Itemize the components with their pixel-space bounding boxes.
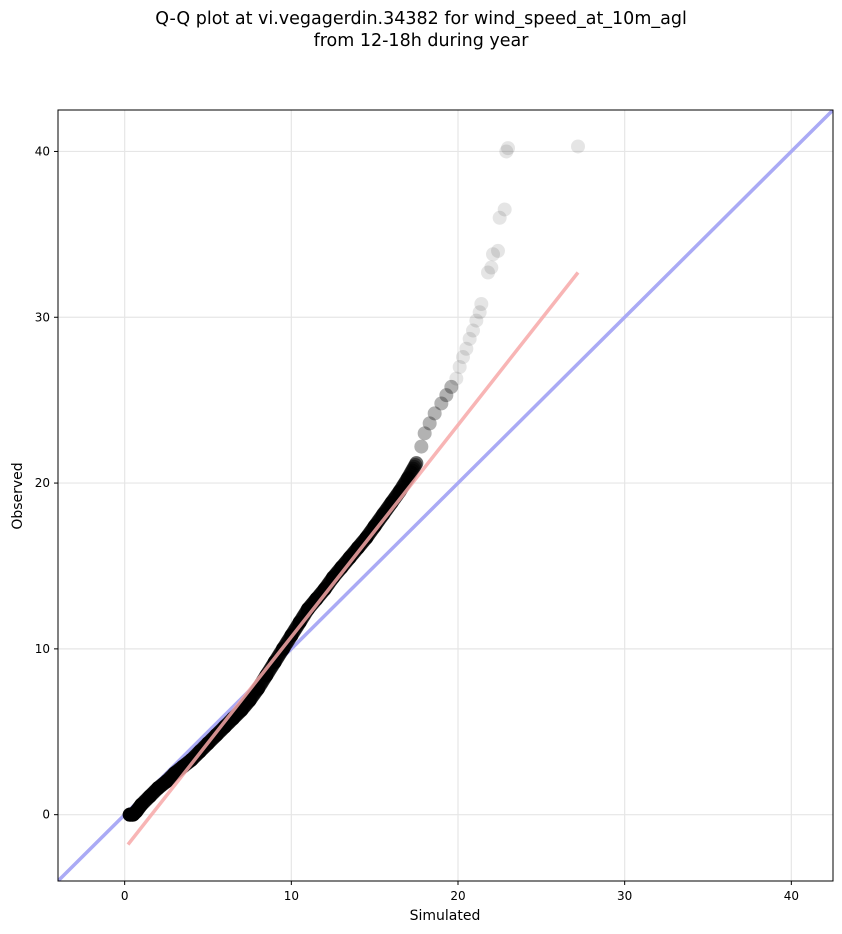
- y-tick-label: 20: [35, 476, 50, 490]
- x-tick-label: 10: [284, 889, 299, 903]
- data-point: [459, 341, 474, 356]
- x-axis-label: Simulated: [410, 908, 481, 924]
- data-point: [417, 426, 432, 441]
- chart-title-line-1: Q-Q plot at vi.vegagerdin.34382 for wind…: [155, 9, 687, 29]
- x-tick-label: 40: [784, 889, 799, 903]
- data-point: [351, 540, 365, 555]
- x-tick-label: 0: [121, 889, 129, 903]
- data-point: [484, 260, 499, 275]
- y-tick-label: 10: [35, 642, 50, 656]
- data-point: [409, 456, 424, 471]
- data-point: [491, 243, 505, 258]
- x-tick-label: 30: [617, 889, 632, 903]
- data-point: [422, 416, 437, 431]
- fit-line: [126, 271, 580, 846]
- data-point: [474, 296, 489, 311]
- identity-line: [58, 110, 833, 881]
- data-point: [414, 439, 429, 454]
- data-point: [444, 379, 459, 394]
- y-tick-label: 30: [35, 310, 50, 324]
- data-point: [434, 396, 449, 411]
- gridlines: [58, 110, 833, 881]
- data-point: [449, 371, 464, 386]
- data-point: [486, 247, 500, 262]
- data-point: [367, 519, 382, 534]
- data-point: [462, 331, 477, 346]
- x-tick-label: 20: [450, 889, 465, 903]
- data-point: [469, 313, 484, 328]
- y-tick-label: 0: [42, 808, 50, 822]
- data-point: [571, 139, 585, 154]
- y-axis-label: Observed: [10, 462, 26, 529]
- data-point: [342, 550, 357, 565]
- data-point: [452, 360, 467, 374]
- quantile-points: [122, 139, 585, 846]
- plot-frame: [57, 109, 834, 882]
- y-tick-label: 40: [35, 144, 50, 158]
- chart-title-line-2: from 12-18h during year: [313, 31, 529, 51]
- reference-lines: [58, 110, 833, 881]
- data-point: [292, 615, 307, 630]
- data-point: [456, 350, 470, 365]
- data-point: [481, 265, 495, 280]
- data-point: [427, 406, 442, 421]
- data-point: [497, 202, 512, 217]
- chart-title: Q-Q plot at vi.vegagerdin.34382 for wind…: [0, 8, 842, 52]
- data-point: [466, 323, 480, 338]
- data-point: [472, 305, 487, 320]
- data-point: [499, 144, 514, 159]
- data-point: [267, 655, 282, 670]
- data-point: [492, 210, 507, 225]
- axis-ticks: 0 10 20 30 40 0 10 20 30 40: [35, 144, 799, 903]
- data-point: [501, 141, 515, 156]
- data-point: [439, 388, 454, 403]
